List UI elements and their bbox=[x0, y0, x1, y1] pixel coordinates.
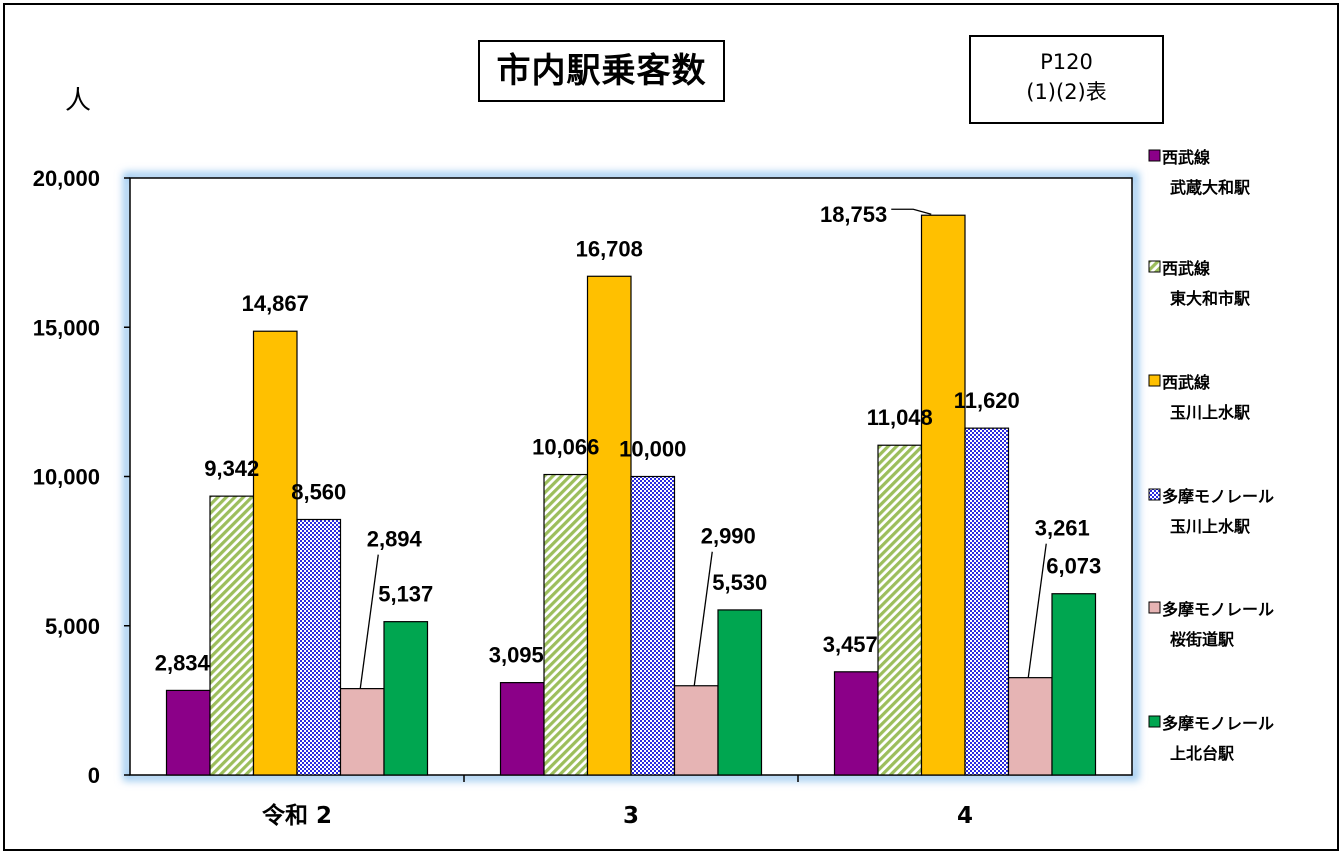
bar bbox=[586, 275, 632, 776]
data-label: 14,867 bbox=[242, 291, 309, 316]
data-label: 16,708 bbox=[576, 236, 643, 261]
y-tick-label: 0 bbox=[88, 763, 100, 788]
legend-label-line2: 玉川上水駅 bbox=[1170, 403, 1251, 422]
legend-label-line2: 玉川上水駅 bbox=[1170, 517, 1251, 536]
data-label: 5,137 bbox=[378, 582, 433, 607]
reference-line-2: (1)(2)表 bbox=[1026, 80, 1107, 104]
data-label: 3,457 bbox=[823, 632, 878, 657]
bar bbox=[920, 214, 966, 776]
data-label: 2,834 bbox=[155, 650, 211, 675]
bar bbox=[339, 688, 385, 776]
bar bbox=[964, 427, 1010, 776]
bar bbox=[833, 671, 879, 776]
bar bbox=[630, 475, 676, 776]
bar bbox=[877, 444, 923, 776]
data-label: 11,620 bbox=[954, 388, 1020, 413]
x-category-label: 令和 2 bbox=[262, 802, 332, 829]
data-label: 6,073 bbox=[1046, 554, 1101, 579]
data-label: 9,342 bbox=[204, 456, 259, 481]
legend-label-line2: 桜街道駅 bbox=[1170, 630, 1235, 649]
y-axis-unit: 人 bbox=[65, 86, 92, 116]
data-label: 10,066 bbox=[532, 435, 599, 460]
legend-label-line1: 多摩モノレール bbox=[1162, 487, 1274, 506]
data-label-leader bbox=[891, 208, 932, 215]
legend-label-line1: 西武線 bbox=[1162, 373, 1210, 392]
bar bbox=[717, 609, 763, 776]
legend-label-line2: 武蔵大和駅 bbox=[1170, 178, 1251, 197]
legend-swatch bbox=[1148, 715, 1161, 728]
bar bbox=[543, 473, 589, 776]
data-label: 3,095 bbox=[489, 643, 544, 668]
legend-label-line1: 西武線 bbox=[1162, 259, 1210, 278]
legend-label-line1: 西武線 bbox=[1162, 148, 1210, 167]
legend-swatch bbox=[1148, 374, 1161, 387]
chart-title: 市内駅乗客数 bbox=[496, 51, 707, 91]
data-label: 3,261 bbox=[1035, 516, 1090, 541]
legend-label-line2: 東大和市駅 bbox=[1170, 289, 1251, 308]
bar bbox=[209, 495, 255, 776]
data-label: 11,048 bbox=[867, 405, 933, 430]
y-tick-label: 10,000 bbox=[33, 465, 100, 490]
legend-swatch bbox=[1148, 149, 1161, 162]
data-label-leader bbox=[359, 554, 379, 689]
x-category-label: 4 bbox=[957, 803, 973, 829]
legend-swatch bbox=[1148, 260, 1161, 273]
legend-label-line2: 上北台駅 bbox=[1170, 744, 1235, 763]
data-label: 2,990 bbox=[701, 524, 756, 549]
legend-swatch bbox=[1148, 488, 1161, 501]
chart-title-box: 市内駅乗客数 bbox=[478, 40, 725, 102]
legend-label-line1: 多摩モノレール bbox=[1162, 600, 1274, 619]
bar bbox=[1007, 677, 1053, 776]
bar bbox=[1051, 593, 1097, 776]
legend-swatch bbox=[1148, 601, 1161, 614]
reference-line-1: P120 bbox=[1040, 50, 1093, 74]
data-label: 10,000 bbox=[619, 437, 686, 462]
bar bbox=[165, 689, 211, 776]
data-label: 5,530 bbox=[712, 570, 767, 595]
data-label-leader bbox=[693, 551, 713, 686]
bar bbox=[383, 621, 429, 776]
data-label: 2,894 bbox=[367, 527, 423, 552]
bar bbox=[499, 682, 545, 776]
x-category-label: 3 bbox=[623, 803, 639, 829]
data-label-leader bbox=[1027, 543, 1047, 678]
bar bbox=[252, 330, 298, 776]
bar bbox=[296, 518, 342, 776]
y-tick-label: 5,000 bbox=[45, 614, 100, 639]
reference-box: P120 (1)(2)表 bbox=[969, 35, 1164, 124]
bar bbox=[673, 685, 719, 776]
legend-label-line1: 多摩モノレール bbox=[1162, 714, 1274, 733]
y-tick-label: 15,000 bbox=[33, 315, 100, 340]
data-label: 8,560 bbox=[291, 479, 346, 504]
data-label: 18,753 bbox=[820, 202, 887, 227]
y-tick-label: 20,000 bbox=[33, 166, 100, 191]
